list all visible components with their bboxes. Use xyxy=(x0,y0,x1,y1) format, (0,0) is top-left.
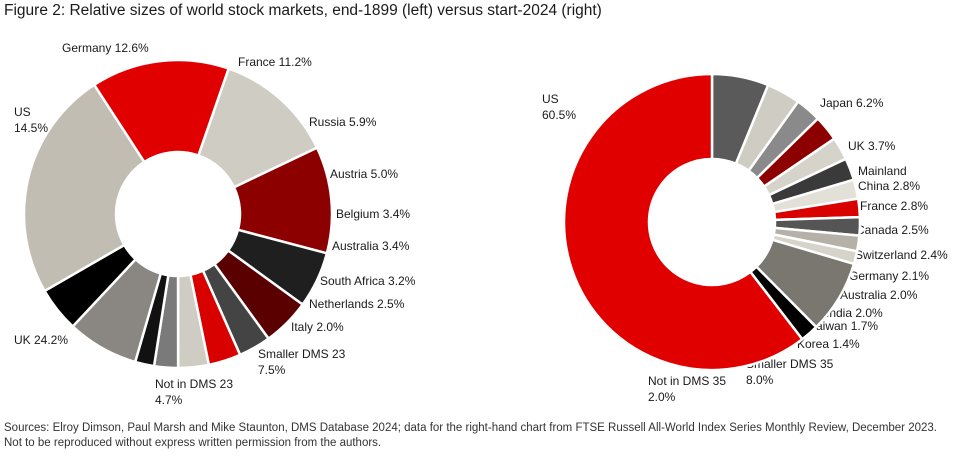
data-label-france: France 11.2% xyxy=(238,55,312,69)
data-label-japan: Japan 6.2% xyxy=(820,96,884,110)
slice-us xyxy=(92,58,230,164)
data-label-smaller-dms-35: Smaller DMS 35 8.0% xyxy=(746,357,834,387)
donut-chart-2024: Japan 6.2% UK 3.7% Mainland China 2.8% Franc… xyxy=(542,72,948,404)
data-label-australia: Australia 3.4% xyxy=(332,239,410,253)
data-label-austria: Austria 5.0% xyxy=(330,167,398,181)
data-label-france: France 2.8% xyxy=(860,199,928,213)
data-label-taiwan: Taiwan 1.7% xyxy=(810,319,878,333)
data-label-russia: Russia 5.9% xyxy=(309,115,377,129)
data-label-mainland-china: Mainland China 2.8% xyxy=(858,164,920,193)
data-label-us: US 60.5% xyxy=(542,92,576,122)
data-label-south-africa: South Africa 3.2% xyxy=(320,274,416,288)
data-label-india: India 2.0% xyxy=(826,306,883,320)
data-label-us: US 14.5% xyxy=(14,105,48,135)
data-label-australia: Australia 2.0% xyxy=(840,288,918,302)
figure-title: Figure 2: Relative sizes of world stock … xyxy=(4,2,602,19)
data-label-netherlands: Netherlands 2.5% xyxy=(309,297,405,311)
data-label-uk: UK 24.2% xyxy=(14,333,68,347)
data-label-uk: UK 3.7% xyxy=(848,139,896,153)
donut-charts: Germany 12.6% France 11.2% Russia 5.9% Aust… xyxy=(14,41,948,407)
data-label-smaller-dms-23: Smaller DMS 23 7.5% xyxy=(258,347,346,377)
data-label-not-in-dms-35: Not in DMS 35 2.0% xyxy=(648,374,726,404)
data-label-switzerland: Switzerland 2.4% xyxy=(855,248,948,262)
data-label-germany: Germany 12.6% xyxy=(62,41,149,55)
data-label-belgium: Belgium 3.4% xyxy=(336,207,410,221)
data-label-not-in-dms-23: Not in DMS 23 4.7% xyxy=(155,377,233,407)
data-label-italy: Italy 2.0% xyxy=(291,320,344,334)
data-label-canada: Canada 2.5% xyxy=(856,223,929,237)
source-note: Sources: Elroy Dimson, Paul Marsh and Mi… xyxy=(4,422,937,449)
donut-chart-1899: Germany 12.6% France 11.2% Russia 5.9% Aust… xyxy=(14,41,416,407)
data-label-korea: Korea 1.4% xyxy=(797,337,860,351)
data-label-germany: Germany 2.1% xyxy=(849,269,929,283)
slice-us xyxy=(562,72,804,372)
slice-uk xyxy=(22,83,146,293)
